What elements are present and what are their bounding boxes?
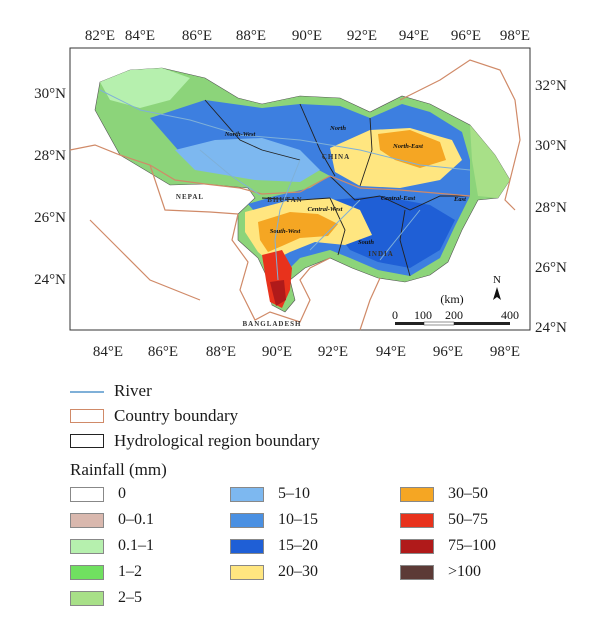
river-line-symbol xyxy=(70,384,104,398)
legend-class-11: 75–100 xyxy=(400,536,496,556)
svg-text:(km): (km) xyxy=(440,292,463,306)
legend-class-12: >100 xyxy=(400,562,481,582)
rain-zone-light-green xyxy=(100,68,190,108)
legend-class-2: 0.1–1 xyxy=(70,536,154,556)
rain-zone-green-east xyxy=(470,125,510,198)
swatch-5 xyxy=(230,486,264,502)
svg-text:30°N: 30°N xyxy=(34,86,66,102)
svg-text:28°N: 28°N xyxy=(34,148,66,164)
svg-text:92°E: 92°E xyxy=(347,28,377,44)
swatch-1 xyxy=(70,512,104,528)
svg-text:82°E: 82°E xyxy=(85,28,115,44)
svg-text:96°E: 96°E xyxy=(433,344,463,360)
svg-text:N: N xyxy=(493,274,501,286)
svg-text:98°E: 98°E xyxy=(500,28,530,44)
svg-text:400: 400 xyxy=(501,308,519,322)
hydro-boundaries xyxy=(204,99,470,277)
swatch-10 xyxy=(400,512,434,528)
latitude-labels-left: 30°N 28°N 26°N 24°N xyxy=(34,86,66,288)
svg-text:86°E: 86°E xyxy=(182,28,212,44)
swatch-11 xyxy=(400,538,434,554)
north-arrow: N xyxy=(493,274,501,300)
svg-text:100: 100 xyxy=(414,308,432,322)
svg-text:CHINA: CHINA xyxy=(322,153,350,161)
rain-zone-dark-red xyxy=(270,280,286,306)
rivers xyxy=(99,89,471,281)
svg-text:30°N: 30°N xyxy=(535,138,567,154)
svg-text:East: East xyxy=(453,196,466,203)
svg-text:Central-East: Central-East xyxy=(381,195,416,202)
svg-text:94°E: 94°E xyxy=(376,344,406,360)
svg-text:92°E: 92°E xyxy=(318,344,348,360)
svg-text:South: South xyxy=(358,239,374,246)
svg-text:94°E: 94°E xyxy=(399,28,429,44)
svg-text:26°N: 26°N xyxy=(535,260,567,276)
svg-text:North-East: North-East xyxy=(392,143,423,150)
legend-hydro-boundary: Hydrological region boundary xyxy=(70,430,320,452)
swatch-0 xyxy=(70,486,104,502)
legend-country-boundary: Country boundary xyxy=(70,405,238,427)
hydro-boundary-symbol xyxy=(70,434,104,448)
rain-zone-light-blue xyxy=(175,138,320,182)
svg-text:86°E: 86°E xyxy=(148,344,178,360)
svg-text:96°E: 96°E xyxy=(451,28,481,44)
svg-text:0: 0 xyxy=(392,308,398,322)
legend-class-4: 2–5 xyxy=(70,588,142,608)
svg-text:200: 200 xyxy=(445,308,463,322)
swatch-4 xyxy=(70,590,104,606)
svg-text:North-West: North-West xyxy=(224,131,256,138)
svg-text:84°E: 84°E xyxy=(93,344,123,360)
swatch-8 xyxy=(230,564,264,580)
swatch-2 xyxy=(70,538,104,554)
svg-text:98°E: 98°E xyxy=(490,344,520,360)
scale-bar: (km) 0 100 200 400 xyxy=(392,292,519,326)
legend-country-boundary-label: Country boundary xyxy=(114,406,239,425)
longitude-labels-bottom: 84°E 86°E 88°E 90°E 92°E 94°E 96°E 98°E xyxy=(93,344,520,360)
svg-text:32°N: 32°N xyxy=(535,78,567,94)
svg-text:84°E: 84°E xyxy=(125,28,155,44)
svg-text:26°N: 26°N xyxy=(34,210,66,226)
svg-text:88°E: 88°E xyxy=(236,28,266,44)
svg-text:BHUTAN: BHUTAN xyxy=(267,196,302,204)
longitude-labels-top: 82°E 84°E 86°E 88°E 90°E 92°E 94°E 96°E … xyxy=(85,28,530,44)
legend-class-6: 10–15 xyxy=(230,510,318,530)
svg-text:North: North xyxy=(329,125,346,132)
country-boundary-symbol xyxy=(70,409,104,423)
svg-text:90°E: 90°E xyxy=(262,344,292,360)
latitude-labels-right: 32°N 30°N 28°N 26°N 24°N xyxy=(535,78,567,336)
legend-river-label: River xyxy=(114,381,152,400)
legend-class-3: 1–2 xyxy=(70,562,142,582)
swatch-9 xyxy=(400,486,434,502)
legend-class-8: 20–30 xyxy=(230,562,318,582)
swatch-7 xyxy=(230,538,264,554)
svg-text:24°N: 24°N xyxy=(34,272,66,288)
legend-class-7: 15–20 xyxy=(230,536,318,556)
country-labels: NEPAL CHINA BHUTAN INDIA BANGLADESH xyxy=(176,153,394,328)
svg-text:Central-West: Central-West xyxy=(308,206,343,213)
legend-class-10: 50–75 xyxy=(400,510,488,530)
swatch-12 xyxy=(400,564,434,580)
swatch-6 xyxy=(230,512,264,528)
rainfall-legend-title: Rainfall (mm) xyxy=(70,460,167,479)
legend-class-5: 5–10 xyxy=(230,484,310,504)
legend-class-0: 0 xyxy=(70,484,126,504)
svg-text:24°N: 24°N xyxy=(535,320,567,336)
svg-text:South-West: South-West xyxy=(270,228,301,235)
svg-text:NEPAL: NEPAL xyxy=(176,193,204,201)
rainfall-map: 82°E 84°E 86°E 88°E 90°E 92°E 94°E 96°E … xyxy=(34,28,567,360)
svg-text:90°E: 90°E xyxy=(292,28,322,44)
legend-class-9: 30–50 xyxy=(400,484,488,504)
legend-hydro-boundary-label: Hydrological region boundary xyxy=(114,431,320,450)
svg-text:88°E: 88°E xyxy=(206,344,236,360)
legend-river: River xyxy=(70,380,152,402)
svg-text:INDIA: INDIA xyxy=(368,250,394,258)
region-labels: North-West North North-East Central-West… xyxy=(224,125,466,246)
svg-text:BANGLADESH: BANGLADESH xyxy=(242,320,301,328)
svg-text:28°N: 28°N xyxy=(535,200,567,216)
swatch-3 xyxy=(70,564,104,580)
legend-class-1: 0–0.1 xyxy=(70,510,154,530)
